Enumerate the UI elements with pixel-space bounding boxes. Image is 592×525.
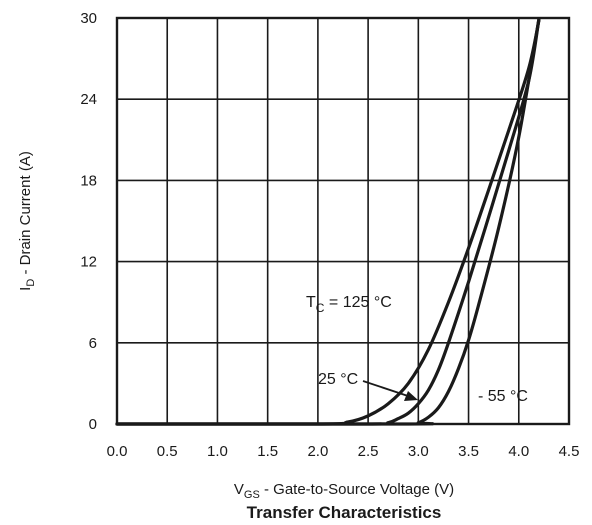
series-label-25c: 25 °C xyxy=(318,371,358,388)
x-tick-label-5: 2.5 xyxy=(358,443,379,460)
series-curves xyxy=(115,17,541,426)
curve-25c xyxy=(115,17,541,426)
y-tick-label-1: 6 xyxy=(89,335,97,352)
curve-minus55c xyxy=(115,17,541,426)
series-label-125c: TC = 125 °C xyxy=(306,294,392,315)
x-tick-label-8: 4.0 xyxy=(508,443,529,460)
y-tick-label-0: 0 xyxy=(89,416,97,433)
y-tick-labels: 0 6 12 18 24 30 xyxy=(80,10,97,433)
curve-125c xyxy=(115,19,541,426)
x-axis-title: VGS - Gate-to-Source Voltage (V) xyxy=(234,481,454,501)
series-25c-arrow-head xyxy=(404,391,418,401)
x-tick-label-7: 3.5 xyxy=(458,443,479,460)
x-tick-labels: 0.0 0.5 1.0 1.5 2.0 2.5 3.0 3.5 4.0 4.5 xyxy=(107,443,580,460)
x-tick-label-1: 0.5 xyxy=(157,443,178,460)
x-tick-label-9: 4.5 xyxy=(559,443,580,460)
x-tick-label-4: 2.0 xyxy=(307,443,328,460)
x-tick-label-2: 1.0 xyxy=(207,443,228,460)
y-axis-title: ID - Drain Current (A) xyxy=(17,151,37,291)
series-25c-arrow-line xyxy=(362,380,409,397)
x-tick-label-0: 0.0 xyxy=(107,443,128,460)
y-tick-label-4: 24 xyxy=(80,91,97,108)
series-label-minus55c: - 55 °C xyxy=(478,388,528,405)
chart-title: Transfer Characteristics xyxy=(247,503,442,522)
x-tick-label-3: 1.5 xyxy=(257,443,278,460)
x-tick-label-6: 3.0 xyxy=(408,443,429,460)
y-tick-label-5: 30 xyxy=(80,10,97,27)
y-tick-label-3: 18 xyxy=(80,172,97,189)
y-tick-label-2: 12 xyxy=(80,254,97,271)
